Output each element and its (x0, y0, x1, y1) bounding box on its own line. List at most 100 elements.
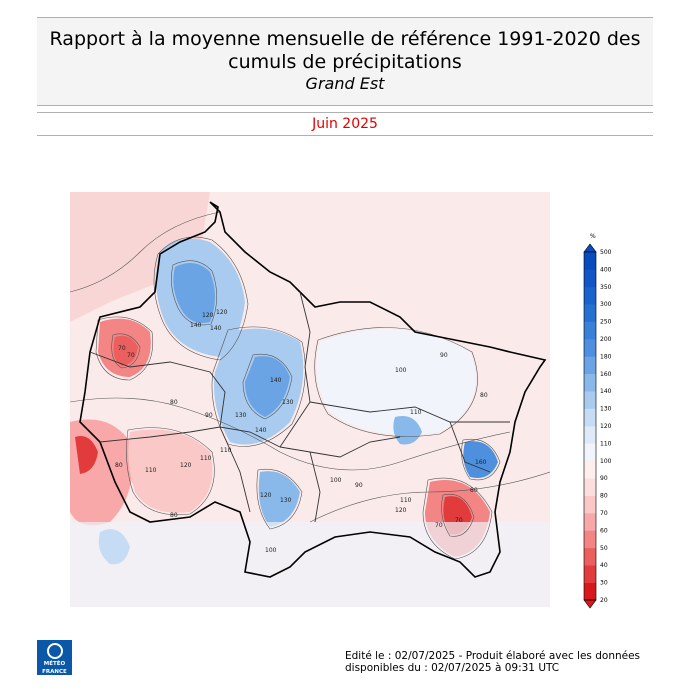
legend-tick-label: 180 (600, 353, 612, 360)
contour-label: 100 (265, 547, 277, 554)
logo-text-line-1: MÉTÉO (43, 661, 66, 667)
legend-tick-label: 200 (600, 336, 612, 343)
legend-tick-label: 250 (600, 319, 612, 326)
legend-swatch (584, 373, 596, 392)
legend-tick-label: 60 (600, 527, 608, 534)
legend-tick-label: 80 (600, 493, 608, 500)
contour-label: 90 (440, 352, 448, 359)
field-south (70, 522, 550, 607)
legend-swatch (584, 391, 596, 409)
contour-label: 70 (127, 352, 135, 359)
separator-top (37, 112, 653, 113)
legend-swatch (584, 513, 596, 531)
legend-tick-label: 50 (600, 545, 608, 552)
legend-arrow-top (583, 243, 597, 253)
legend-swatch (584, 339, 596, 357)
department-borders (89, 291, 510, 523)
legend-unit: % (590, 233, 596, 240)
legend-swatch (584, 286, 596, 305)
legend-tick-label: 120 (600, 423, 612, 430)
contour-label: 110 (145, 467, 157, 474)
contour-label: 130 (235, 412, 247, 419)
legend-tick-label: 130 (600, 406, 612, 413)
legend-swatch (584, 356, 596, 375)
contour-label: 110 (400, 497, 412, 504)
legend-swatch (584, 252, 596, 270)
contour-label: 130 (280, 497, 292, 504)
legend-tick-label: 350 (600, 284, 612, 291)
legend-tick-label: 30 (600, 580, 608, 587)
field-reims-core (113, 335, 138, 366)
separator-bottom (37, 135, 653, 136)
contour-label: 70 (118, 345, 126, 352)
region-subtitle: Grand Est (305, 74, 385, 93)
legend-tick-label: 500 (600, 249, 612, 256)
legend-tick-label: 300 (600, 301, 612, 308)
field-south-wet (98, 529, 130, 565)
legend-tick-label: 140 (600, 388, 612, 395)
field-northcenter-core (173, 263, 215, 323)
legend-swatch (584, 460, 596, 479)
map-title-line-2: cumuls de précipitations (228, 51, 462, 73)
contour-label: 80 (170, 512, 178, 519)
field-west (70, 192, 210, 322)
data-availability: disponibles du : 02/07/2025 à 09:31 UTC (345, 662, 560, 674)
field-center-core (245, 356, 290, 417)
contour-label: 80 (170, 399, 178, 406)
contour-label: 80 (470, 487, 478, 494)
legend-tick-label: 70 (600, 510, 608, 517)
legend-tick-label: 400 (600, 266, 612, 273)
legend-swatch (584, 530, 596, 549)
contour-label: 120 (395, 507, 407, 514)
field-moselle (316, 329, 476, 435)
contour-label: 120 (260, 492, 272, 499)
field-haute-marne (258, 471, 300, 527)
map-title-line-1: Rapport à la moyenne mensuelle de référe… (49, 28, 641, 50)
legend-tick-label: 110 (600, 440, 612, 447)
contour-label: 120 (216, 309, 228, 316)
footer-text: Edité le : 02/07/2025 - Produit élaboré … (345, 650, 675, 674)
legend-tick-label: 20 (600, 597, 608, 604)
contour-label: 120 (180, 462, 192, 469)
contour-label: 110 (410, 409, 422, 416)
meteo-france-logo: MÉTÉO FRANCE (37, 640, 72, 675)
legend-tick-label: 100 (600, 458, 612, 465)
legend-swatch (584, 495, 596, 514)
contour-label: 110 (200, 455, 212, 462)
logo-mark-icon (46, 643, 63, 659)
legend-arrow-bottom (583, 599, 597, 609)
contour-label: 140 (190, 322, 202, 329)
field-strasbourg-wet (463, 441, 498, 478)
legend-swatch (584, 426, 596, 444)
contour-label: 100 (330, 477, 342, 484)
legend-frame (583, 251, 597, 601)
period-label: Juin 2025 (312, 116, 378, 132)
legend-swatch (584, 321, 596, 340)
legend-swatch (584, 565, 596, 583)
contour-label: 130 (282, 399, 294, 406)
legend-tick-label: 90 (600, 475, 608, 482)
contour-label: 90 (355, 482, 363, 489)
contour-label: 120 (202, 312, 214, 319)
contour-label: 140 (210, 325, 222, 332)
legend-tick-label: 40 (600, 562, 608, 569)
field-aube (128, 429, 213, 513)
legend-swatch (584, 408, 596, 427)
contour-label: 80 (480, 392, 488, 399)
contour-label: 80 (115, 462, 123, 469)
contour-label: 140 (270, 377, 282, 384)
contour-label: 110 (220, 447, 232, 454)
precipitation-ratio-map: 120 140 140 120 70 70 80 90 110 140 130 … (70, 192, 550, 607)
legend-tick-label: 160 (600, 371, 612, 378)
legend-swatch (584, 547, 596, 566)
field-southwest-core (75, 436, 98, 474)
legend-swatch (584, 304, 596, 322)
legend-swatch (584, 582, 596, 601)
contour-label: 100 (395, 367, 407, 374)
contour-label: 70 (455, 517, 463, 524)
legend-swatch (584, 269, 596, 288)
edition-date: Edité le : 02/07/2025 - Produit élaboré … (345, 650, 641, 662)
contour-label: 160 (475, 459, 487, 466)
contour-label: 70 (435, 522, 443, 529)
contour-label: 140 (255, 427, 267, 434)
